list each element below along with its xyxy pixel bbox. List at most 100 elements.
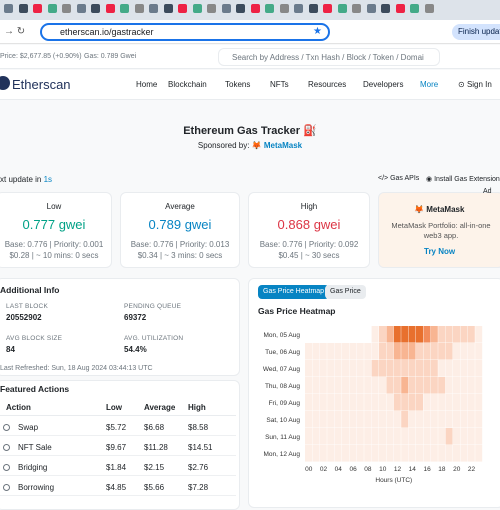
heatmap-cell: [334, 445, 342, 462]
nav-item[interactable]: Tokens: [225, 80, 251, 89]
heatmap-cell: [460, 343, 468, 360]
heatmap-cell: [423, 411, 431, 428]
heatmap-cell: [423, 326, 431, 343]
gas-label: High: [300, 202, 318, 211]
heatmap-cell: [312, 411, 320, 428]
heatmap-cell: [423, 428, 431, 445]
heatmap-cell: [312, 428, 320, 445]
heatmap-cell: [430, 377, 438, 394]
tab-icon[interactable]: [337, 4, 347, 13]
tab-icon[interactable]: [236, 4, 245, 13]
nav-item[interactable]: NFTs: [270, 80, 289, 89]
tab-icon[interactable]: [149, 4, 158, 13]
heatmap-cell: [430, 343, 438, 360]
search-box[interactable]: [218, 48, 440, 66]
tab-icon[interactable]: [366, 4, 376, 13]
action-icon: [3, 424, 10, 431]
heatmap-cell: [364, 411, 372, 428]
heatmap-cell: [408, 326, 416, 343]
hour-label: 18: [438, 466, 446, 473]
install-extension[interactable]: ◉ Install Gas Extension: [426, 176, 500, 183]
heatmap-cell: [342, 377, 349, 394]
heatmap-cell: [371, 360, 379, 377]
additional-info-card: [0, 278, 240, 376]
heatmap-cell: [423, 394, 431, 411]
gas-label: Low: [46, 202, 62, 211]
heatmap-cell: [319, 411, 327, 428]
heatmap-cell: [371, 428, 379, 445]
tab-icon[interactable]: [279, 4, 289, 13]
table-cell: $9.67: [106, 443, 127, 452]
nav-item[interactable]: Developers: [363, 80, 404, 89]
tab-icon[interactable]: [221, 4, 231, 13]
gas-price-tab[interactable]: Gas Price: [325, 285, 366, 299]
tab-icons: [0, 4, 440, 16]
heatmap-cell: [445, 428, 453, 445]
tab-icon[interactable]: [294, 4, 303, 13]
gas-apis[interactable]: </> Gas APIs: [378, 175, 420, 182]
tab-icon[interactable]: [33, 4, 42, 13]
tab-icon[interactable]: [134, 4, 144, 13]
tab-icon[interactable]: [308, 4, 318, 13]
tab-icon[interactable]: [47, 4, 57, 13]
heatmap-cell: [475, 377, 483, 394]
ad-text: MetaMask Portfolio: all-in-one web3 app.: [391, 221, 491, 240]
table-header: Low: [106, 403, 122, 412]
heatmap-cell: [430, 326, 438, 343]
tab-icon[interactable]: [76, 4, 86, 13]
bookmark-star[interactable]: ★: [313, 26, 322, 37]
heatmap-cell: [460, 377, 468, 394]
sponsor-link[interactable]: MetaMask: [263, 141, 303, 150]
nav-item[interactable]: Resources: [308, 80, 347, 89]
heatmap-cell: [445, 360, 453, 377]
tab-icon[interactable]: [62, 4, 71, 13]
heatmap-cell: [423, 343, 431, 360]
heatmap-tab[interactable]: Gas Price Heatmap: [258, 285, 330, 299]
heatmap-cell: [349, 445, 357, 462]
tab-icon[interactable]: [4, 4, 13, 13]
heatmap-cell: [467, 394, 475, 411]
tab-icon[interactable]: [323, 4, 332, 13]
tab-icon[interactable]: [18, 4, 28, 13]
ad-cta[interactable]: Try Now: [424, 247, 456, 256]
update-button[interactable]: Finish update: [452, 24, 500, 40]
heatmap-cell: [408, 360, 416, 377]
heatmap-cell: [334, 411, 342, 428]
tab-icon[interactable]: [192, 4, 202, 13]
nav-item[interactable]: More: [420, 80, 439, 89]
action-icon: [3, 484, 10, 491]
heatmap-cell: [460, 326, 468, 343]
action-name: NFT Sale: [18, 443, 52, 452]
table-cell: $11.28: [144, 443, 168, 452]
tab-icon[interactable]: [352, 4, 361, 13]
sign-in[interactable]: ⊙ Sign In: [458, 80, 492, 89]
table-cell: $5.72: [106, 423, 127, 432]
forward-button[interactable]: → ↻: [4, 26, 26, 37]
tab-icon[interactable]: [424, 4, 434, 13]
tab-icon[interactable]: [381, 4, 390, 13]
gas-price: 0.777 gwei: [22, 217, 86, 232]
heatmap-cell: [327, 411, 335, 428]
heatmap-cell: [371, 394, 379, 411]
tab-icon[interactable]: [207, 4, 216, 13]
heatmap-cell: [327, 360, 335, 377]
logo[interactable]: Etherscan: [12, 77, 71, 92]
heatmap-cell: [386, 445, 394, 462]
address-bar[interactable]: [40, 23, 330, 41]
heatmap-cell: [364, 360, 372, 377]
tab-icon[interactable]: [395, 4, 405, 13]
tab-icon[interactable]: [250, 4, 260, 13]
tab-icon[interactable]: [105, 4, 115, 13]
tab-icon[interactable]: [265, 4, 274, 13]
tab-icon[interactable]: [120, 4, 129, 13]
heatmap-cell: [356, 394, 364, 411]
nav-item[interactable]: Home: [136, 80, 158, 89]
tab-icon[interactable]: [410, 4, 419, 13]
tab-icon[interactable]: [91, 4, 100, 13]
nav-item[interactable]: Blockchain: [168, 80, 207, 89]
table-header: High: [188, 403, 206, 412]
tab-icon[interactable]: [163, 4, 173, 13]
heatmap-cell: [386, 360, 394, 377]
heatmap-cell: [416, 377, 423, 394]
tab-icon[interactable]: [178, 4, 187, 13]
